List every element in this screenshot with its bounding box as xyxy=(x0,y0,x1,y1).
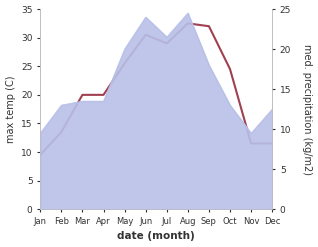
Y-axis label: med. precipitation (kg/m2): med. precipitation (kg/m2) xyxy=(302,44,313,175)
Y-axis label: max temp (C): max temp (C) xyxy=(5,75,16,143)
X-axis label: date (month): date (month) xyxy=(117,231,195,242)
